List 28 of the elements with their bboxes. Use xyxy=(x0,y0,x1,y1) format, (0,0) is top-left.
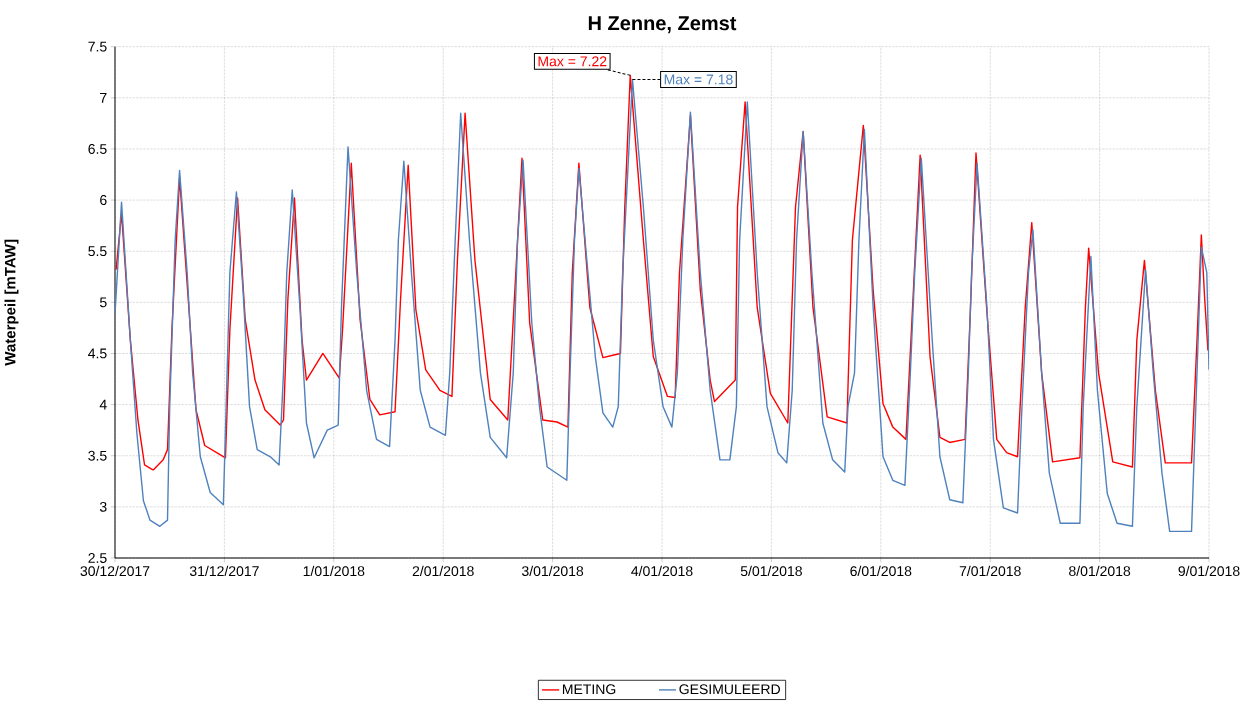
annotation: Max = 7.22 xyxy=(538,56,607,67)
x-tick-label: 3/01/2018 xyxy=(521,565,584,577)
y-axis-title: Waterpeil [mTAW] xyxy=(4,239,19,366)
x-tick-label: 6/01/2018 xyxy=(850,565,912,577)
y-tick-label: 2.5 xyxy=(88,553,107,563)
x-tick-label: 2/01/2018 xyxy=(412,565,474,577)
x-tick-label: 4/01/2018 xyxy=(631,565,693,577)
y-tick-label: 4 xyxy=(99,399,107,410)
x-tick-label: 9/01/2018 xyxy=(1178,565,1240,577)
chart-title: H Zenne, Zemst xyxy=(588,16,737,34)
y-tick-label: 7.5 xyxy=(88,41,107,52)
y-tick-label: 3.5 xyxy=(88,450,107,461)
y-tick-label: 7 xyxy=(100,93,107,103)
x-tick-label: 1/01/2018 xyxy=(303,565,365,577)
x-tick-label: 5/01/2018 xyxy=(740,565,802,577)
x-tick-label: 7/01/2018 xyxy=(959,565,1021,577)
y-tick-label: 5 xyxy=(99,297,107,308)
legend-label: METING xyxy=(562,684,616,695)
legend-label: GESIMULEERD xyxy=(679,684,780,695)
x-tick-label: 31/12/2017 xyxy=(189,565,259,577)
x-tick-label: 30/12/2017 xyxy=(80,565,150,577)
y-tick-label: 4.5 xyxy=(88,348,107,359)
y-tick-label: 3 xyxy=(99,501,107,512)
y-tick-label: 6 xyxy=(100,195,107,206)
x-tick-label: 8/01/2018 xyxy=(1069,565,1131,577)
y-tick-label: 5.5 xyxy=(88,246,107,257)
annotation: Max = 7.18 xyxy=(664,74,733,85)
y-tick-label: 6.5 xyxy=(88,143,107,154)
